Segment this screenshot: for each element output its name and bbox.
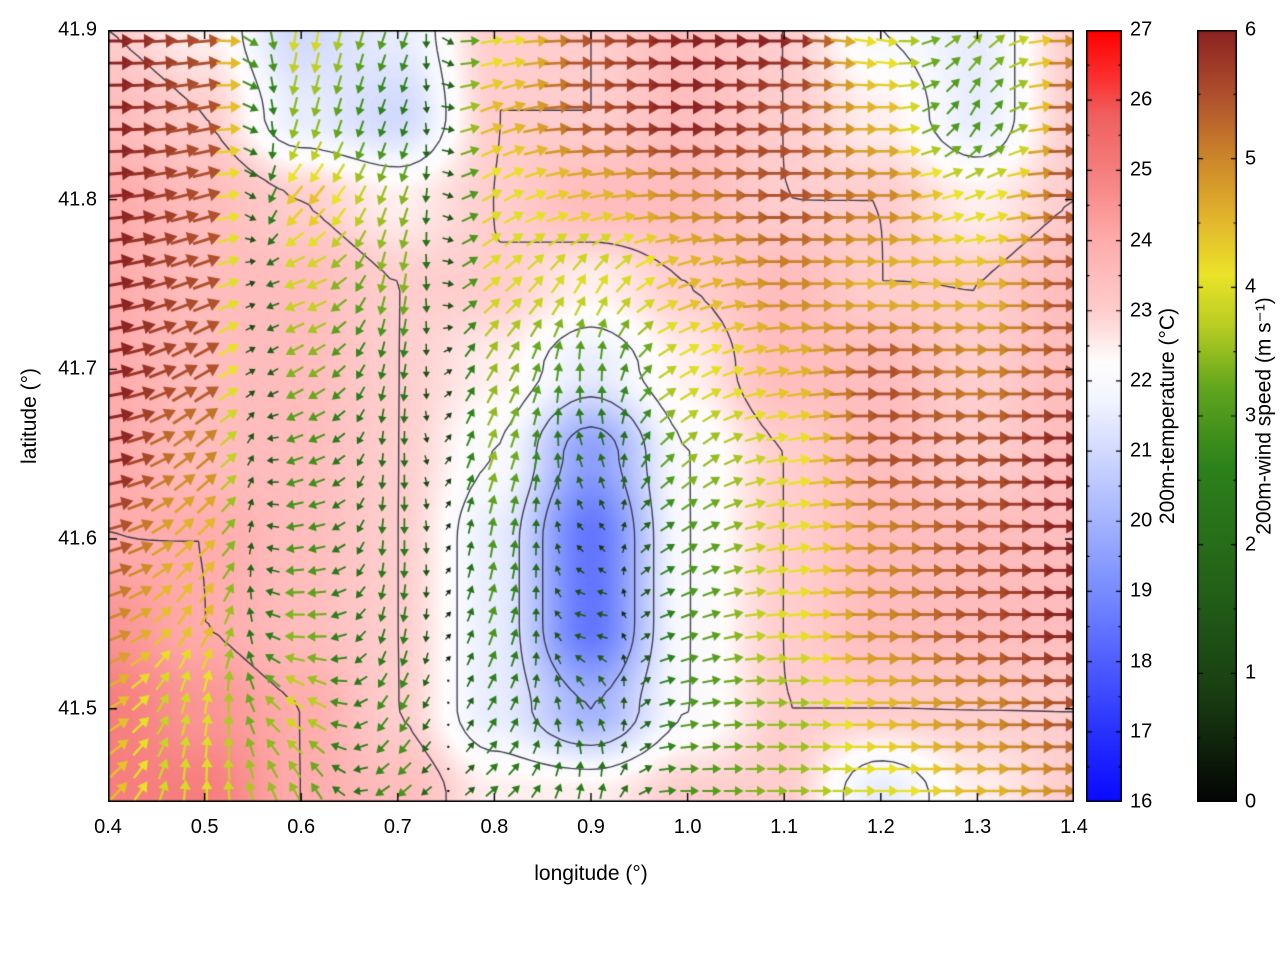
- temperature-colorbar-tick-label: 17: [1130, 720, 1153, 743]
- y-tick-label: 41.8: [58, 188, 97, 211]
- temperature-colorbar-tick-label: 18: [1130, 650, 1153, 673]
- x-tick-label: 1.1: [770, 816, 799, 838]
- y-tick-label: 41.6: [58, 527, 97, 550]
- wind-colorbar-tick-label: 0: [1245, 790, 1257, 813]
- x-tick-label: 1.2: [866, 816, 895, 838]
- wind-colorbar-tick-label: 3: [1245, 404, 1257, 427]
- wind-colorbar-tick-label: 5: [1245, 147, 1257, 170]
- x-tick-label: 1.4: [1060, 816, 1088, 838]
- wind-colorbar-tick-label: 4: [1245, 275, 1257, 298]
- temperature-colorbar-tick-label: 27: [1130, 18, 1153, 41]
- wind-colorbar-tick-label: 2: [1245, 533, 1257, 556]
- temperature-colorbar-label: 200m-temperature (°C): [1156, 307, 1179, 525]
- temperature-colorbar: [1086, 30, 1122, 802]
- y-tick-label: 41.7: [58, 357, 97, 380]
- y-tick-label: 41.9: [58, 18, 97, 41]
- x-axis-label: longitude (°): [534, 862, 648, 885]
- x-tick-label: 0.6: [287, 816, 316, 838]
- wind-colorbar: [1197, 30, 1237, 802]
- temperature-colorbar-tick-label: 20: [1130, 509, 1153, 532]
- x-tick-label: 0.8: [480, 816, 509, 838]
- wind-colorbar-tick-label: 6: [1245, 18, 1257, 41]
- temperature-colorbar-tick-label: 19: [1130, 579, 1153, 602]
- x-tick-label: 0.4: [94, 816, 122, 838]
- temperature-colorbar-tick-label: 25: [1130, 158, 1153, 181]
- y-axis-label: latitude (°): [18, 368, 41, 464]
- x-tick-label: 1.0: [673, 816, 702, 838]
- map-canvas: [108, 30, 1074, 802]
- x-tick-label: 0.5: [190, 816, 219, 838]
- x-tick-label: 0.7: [383, 816, 412, 838]
- temperature-colorbar-tick-label: 26: [1130, 88, 1153, 111]
- y-tick-label: 41.5: [58, 697, 97, 720]
- temperature-colorbar-tick-label: 24: [1130, 229, 1153, 252]
- temperature-colorbar-tick-label: 23: [1130, 299, 1153, 322]
- wind-colorbar-tick-label: 1: [1245, 661, 1257, 684]
- temperature-colorbar-tick-label: 16: [1130, 790, 1153, 813]
- x-tick-label: 1.3: [963, 816, 992, 838]
- x-tick-label: 0.9: [577, 816, 605, 838]
- temperature-colorbar-tick-label: 21: [1130, 439, 1153, 462]
- temperature-colorbar-tick-label: 22: [1130, 369, 1153, 392]
